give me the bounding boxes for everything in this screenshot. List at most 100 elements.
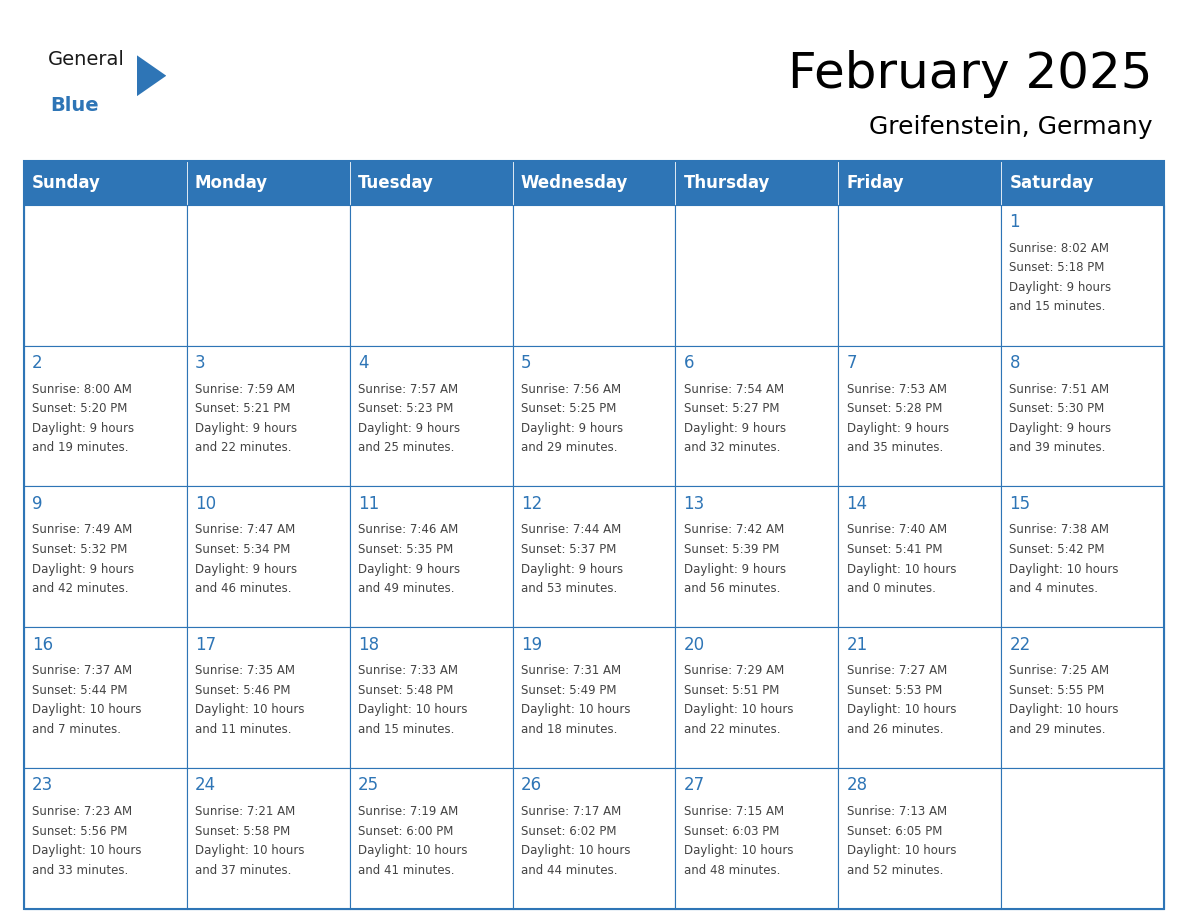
Bar: [349, 627, 512, 768]
Text: Daylight: 9 hours: Daylight: 9 hours: [520, 563, 623, 576]
Text: Sunrise: 7:57 AM: Sunrise: 7:57 AM: [358, 383, 457, 396]
Text: 15: 15: [1010, 495, 1030, 513]
Text: 10: 10: [195, 495, 216, 513]
Text: Sunset: 6:03 PM: Sunset: 6:03 PM: [683, 824, 779, 837]
Text: and 33 minutes.: and 33 minutes.: [32, 864, 128, 877]
Text: Daylight: 9 hours: Daylight: 9 hours: [847, 421, 949, 435]
Text: Sunrise: 7:49 AM: Sunrise: 7:49 AM: [32, 523, 132, 536]
Bar: [1001, 161, 1164, 205]
Text: Sunrise: 7:51 AM: Sunrise: 7:51 AM: [1010, 383, 1110, 396]
Bar: [24, 487, 187, 627]
Text: Sunrise: 7:40 AM: Sunrise: 7:40 AM: [847, 523, 947, 536]
Text: Daylight: 9 hours: Daylight: 9 hours: [195, 563, 297, 576]
Bar: [839, 205, 1001, 345]
Bar: [349, 161, 512, 205]
Text: Sunrise: 7:54 AM: Sunrise: 7:54 AM: [683, 383, 784, 396]
Text: Sunrise: 7:25 AM: Sunrise: 7:25 AM: [1010, 665, 1110, 677]
Bar: [839, 768, 1001, 909]
Text: Daylight: 9 hours: Daylight: 9 hours: [520, 421, 623, 435]
Text: and 37 minutes.: and 37 minutes.: [195, 864, 291, 877]
Text: and 41 minutes.: and 41 minutes.: [358, 864, 454, 877]
Text: and 49 minutes.: and 49 minutes.: [358, 582, 454, 595]
Text: 13: 13: [683, 495, 704, 513]
Text: 18: 18: [358, 635, 379, 654]
Text: Blue: Blue: [50, 96, 99, 116]
Bar: [187, 205, 349, 345]
Text: Sunset: 5:23 PM: Sunset: 5:23 PM: [358, 402, 453, 415]
Text: Daylight: 10 hours: Daylight: 10 hours: [358, 845, 467, 857]
Text: Sunrise: 7:56 AM: Sunrise: 7:56 AM: [520, 383, 621, 396]
Polygon shape: [137, 55, 166, 96]
Text: Daylight: 9 hours: Daylight: 9 hours: [683, 563, 785, 576]
Text: 23: 23: [32, 777, 53, 794]
Text: Daylight: 9 hours: Daylight: 9 hours: [32, 563, 134, 576]
Text: 21: 21: [847, 635, 867, 654]
Text: Daylight: 10 hours: Daylight: 10 hours: [195, 845, 304, 857]
Bar: [349, 345, 512, 487]
Text: Sunrise: 7:53 AM: Sunrise: 7:53 AM: [847, 383, 947, 396]
Text: Daylight: 10 hours: Daylight: 10 hours: [1010, 703, 1119, 716]
Text: and 22 minutes.: and 22 minutes.: [683, 722, 781, 736]
Text: 6: 6: [683, 354, 694, 372]
Bar: [187, 161, 349, 205]
Text: Sunset: 5:37 PM: Sunset: 5:37 PM: [520, 543, 617, 556]
Text: Sunrise: 7:19 AM: Sunrise: 7:19 AM: [358, 805, 459, 818]
Bar: [676, 205, 839, 345]
Text: Sunrise: 7:27 AM: Sunrise: 7:27 AM: [847, 665, 947, 677]
Text: and 18 minutes.: and 18 minutes.: [520, 722, 617, 736]
Text: and 56 minutes.: and 56 minutes.: [683, 582, 781, 595]
Bar: [512, 627, 676, 768]
Text: Daylight: 10 hours: Daylight: 10 hours: [520, 703, 630, 716]
Bar: [676, 161, 839, 205]
Text: 22: 22: [1010, 635, 1031, 654]
Text: Daylight: 9 hours: Daylight: 9 hours: [358, 563, 460, 576]
Text: Daylight: 10 hours: Daylight: 10 hours: [195, 703, 304, 716]
Text: 12: 12: [520, 495, 542, 513]
Text: Sunrise: 7:42 AM: Sunrise: 7:42 AM: [683, 523, 784, 536]
Bar: [187, 768, 349, 909]
Text: Sunset: 5:20 PM: Sunset: 5:20 PM: [32, 402, 127, 415]
Text: Sunrise: 8:00 AM: Sunrise: 8:00 AM: [32, 383, 132, 396]
Text: February 2025: February 2025: [788, 50, 1152, 98]
Text: Sunset: 5:35 PM: Sunset: 5:35 PM: [358, 543, 453, 556]
Text: Thursday: Thursday: [683, 174, 770, 192]
Text: 16: 16: [32, 635, 53, 654]
Text: 25: 25: [358, 777, 379, 794]
Text: 17: 17: [195, 635, 216, 654]
Text: and 25 minutes.: and 25 minutes.: [358, 442, 454, 454]
Text: Sunset: 5:32 PM: Sunset: 5:32 PM: [32, 543, 127, 556]
Text: Sunset: 5:56 PM: Sunset: 5:56 PM: [32, 824, 127, 837]
Text: Daylight: 9 hours: Daylight: 9 hours: [358, 421, 460, 435]
Text: and 22 minutes.: and 22 minutes.: [195, 442, 291, 454]
Text: and 52 minutes.: and 52 minutes.: [847, 864, 943, 877]
Bar: [187, 627, 349, 768]
Text: and 48 minutes.: and 48 minutes.: [683, 864, 781, 877]
Text: Sunrise: 7:21 AM: Sunrise: 7:21 AM: [195, 805, 295, 818]
Text: Friday: Friday: [847, 174, 904, 192]
Bar: [1001, 205, 1164, 345]
Text: 24: 24: [195, 777, 216, 794]
Bar: [676, 345, 839, 487]
Bar: [24, 627, 187, 768]
Text: 2: 2: [32, 354, 43, 372]
Text: 8: 8: [1010, 354, 1020, 372]
Text: Sunset: 5:27 PM: Sunset: 5:27 PM: [683, 402, 779, 415]
Text: Sunrise: 7:31 AM: Sunrise: 7:31 AM: [520, 665, 621, 677]
Text: 1: 1: [1010, 213, 1020, 231]
Text: Daylight: 9 hours: Daylight: 9 hours: [1010, 421, 1112, 435]
Bar: [512, 487, 676, 627]
Text: and 39 minutes.: and 39 minutes.: [1010, 442, 1106, 454]
Text: Sunset: 5:48 PM: Sunset: 5:48 PM: [358, 684, 453, 697]
Text: and 35 minutes.: and 35 minutes.: [847, 442, 943, 454]
Text: and 0 minutes.: and 0 minutes.: [847, 582, 935, 595]
Bar: [24, 205, 187, 345]
Text: Sunset: 5:28 PM: Sunset: 5:28 PM: [847, 402, 942, 415]
Text: Daylight: 9 hours: Daylight: 9 hours: [195, 421, 297, 435]
Bar: [1001, 487, 1164, 627]
Text: Sunset: 5:18 PM: Sunset: 5:18 PM: [1010, 262, 1105, 274]
Bar: [839, 161, 1001, 205]
Bar: [839, 345, 1001, 487]
Text: and 42 minutes.: and 42 minutes.: [32, 582, 128, 595]
Text: 14: 14: [847, 495, 867, 513]
Text: Wednesday: Wednesday: [520, 174, 628, 192]
